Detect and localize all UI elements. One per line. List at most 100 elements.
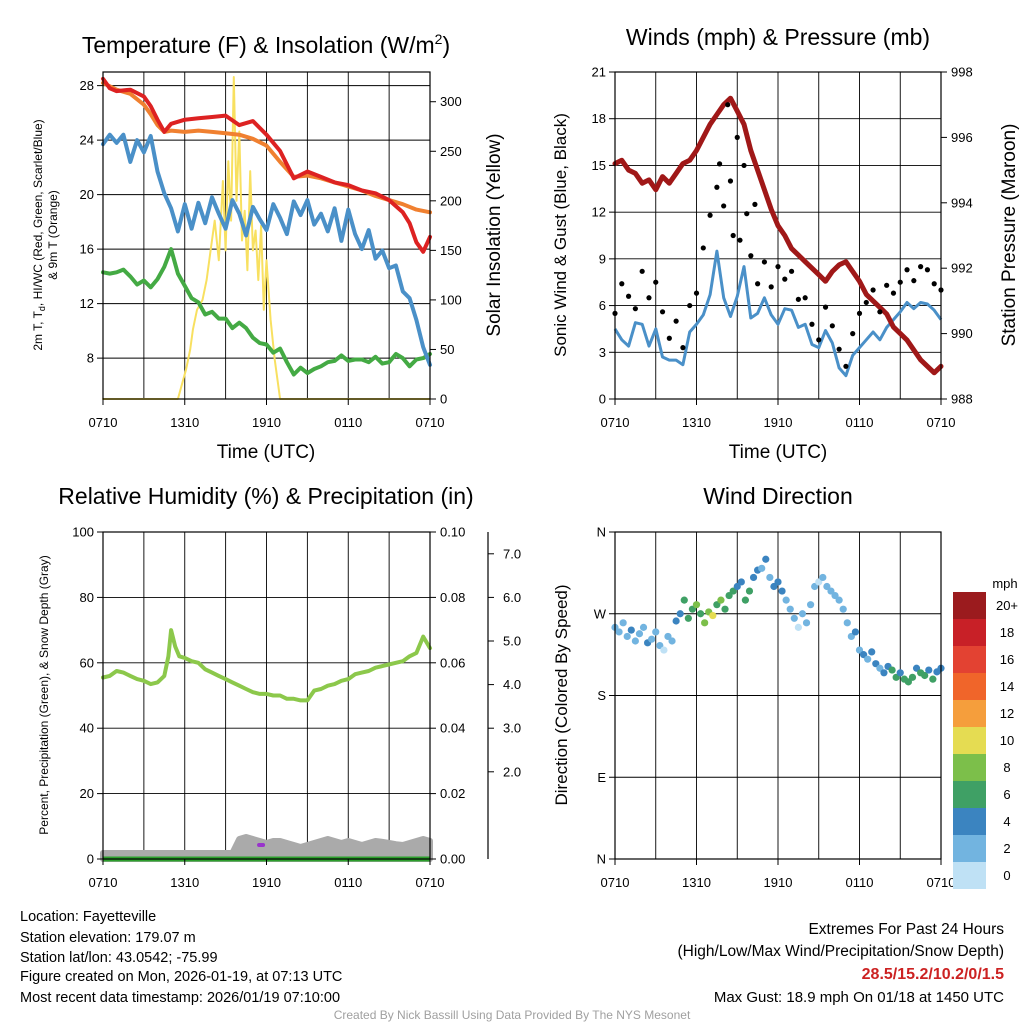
wind-direction-point <box>880 669 888 677</box>
humidity-ytick-left-label: 100 <box>72 525 94 540</box>
gust-point <box>700 245 706 251</box>
gust-point <box>904 267 910 273</box>
colorbar-level-label: 16 <box>1000 652 1014 667</box>
info-latlon: Station lat/lon: 43.0542; -75.99 <box>20 950 218 966</box>
extremes-title: Extremes For Past 24 Hours <box>808 921 1004 938</box>
wind-direction-point <box>929 675 937 683</box>
winds-ytick-left-label: 0 <box>599 392 606 407</box>
winds-xtick-label: 1910 <box>764 415 793 430</box>
temperature-ylabel-left-line2: & 9m T (Orange) <box>46 190 60 280</box>
extremes-max-gust: Max Gust: 18.9 mph On 01/18 at 1450 UTC <box>714 989 1004 1006</box>
wind-direction-point <box>908 673 917 681</box>
humidity-xtick-label: 0110 <box>334 875 362 890</box>
panel-temperature: Temperature (F) & Insolation (W/m2) 0710… <box>31 31 505 463</box>
panel-winds: Winds (mph) & Pressure (mb) 0710 1310 1910… <box>551 24 1020 463</box>
gust-point <box>716 161 723 167</box>
gust-point <box>737 237 743 243</box>
colorbar-level-label: 8 <box>1003 760 1010 775</box>
winds-xlabel: Time (UTC) <box>729 442 828 463</box>
gust-point <box>788 268 795 274</box>
gust-point <box>890 290 897 296</box>
temperature-series <box>101 76 432 400</box>
wind-direction-point <box>721 605 729 613</box>
colorbar-swatch <box>953 781 986 808</box>
info-created: Figure created on Mon, 2026-01-19, at 07… <box>20 969 342 985</box>
gust-point <box>721 203 727 209</box>
wind-direction-point <box>851 628 860 636</box>
gust-point <box>836 346 842 352</box>
wind-direction-point <box>692 601 701 609</box>
wind-direction-point <box>717 596 725 604</box>
gust-point <box>897 279 903 285</box>
wind-direction-point <box>623 632 631 641</box>
winds-ytick-right-label: 988 <box>951 392 973 407</box>
humidity-ytick-left-label: 80 <box>80 590 94 605</box>
wind-direction-point <box>696 610 705 618</box>
gust-point <box>646 295 652 301</box>
wind-direction-ylabel: Direction (Colored By Speed) <box>552 584 571 805</box>
humidity-series-relative-humidity <box>101 628 432 703</box>
gust-point <box>856 310 863 316</box>
wind-direction-point <box>835 596 843 604</box>
temperature-ytick-left-label: 28 <box>80 78 94 93</box>
gust-point <box>680 345 686 351</box>
humidity-xtick-label: 1910 <box>252 875 281 890</box>
colorbar-level-label: 0 <box>1003 868 1010 883</box>
humidity-ytick-left-label: 60 <box>80 655 94 670</box>
snow-depth-tick-label: 6.0 <box>503 590 521 605</box>
colorbar-level-label: 4 <box>1003 814 1010 829</box>
extremes-subtitle: (High/Low/Max Wind/Precipitation/Snow De… <box>678 943 1005 960</box>
humidity-ytick-left-label: 40 <box>80 721 94 736</box>
gust-point <box>931 281 937 287</box>
colorbar-swatch <box>953 619 986 646</box>
wind-direction-point <box>762 555 770 563</box>
snow-depth-tick-label: 5.0 <box>503 634 521 649</box>
gust-point <box>653 279 659 285</box>
wind-direction-point <box>782 596 790 604</box>
temperature-xtick-label: 0710 <box>89 415 118 430</box>
winds-grid <box>615 71 941 400</box>
info-location: Location: Fayetteville <box>20 909 156 925</box>
wind-direction-point <box>635 630 644 638</box>
temperature-ytick-right-label: 150 <box>440 243 462 258</box>
gust-point <box>725 102 731 108</box>
wind-direction-point <box>745 587 754 595</box>
wind-direction-ytick-left-label: W <box>594 606 607 621</box>
wind-direction-point <box>648 635 656 643</box>
humidity-ytick-right-label: 0.00 <box>440 852 465 867</box>
wind-direction-point <box>737 578 745 586</box>
wind-direction-point <box>819 573 827 582</box>
wind-direction-point <box>839 605 847 613</box>
temperature-ytick-left-label: 24 <box>80 133 94 148</box>
colorbar-level-label: 12 <box>1000 706 1014 721</box>
wind-direction-ytick-left-label: N <box>597 852 606 867</box>
panel-wind-direction: Wind Direction 0710 1310 1910 0110 0710 N E S W N… <box>552 483 1018 890</box>
info-elevation: Station elevation: 179.07 m <box>20 930 196 946</box>
gust-point <box>816 337 822 343</box>
winds-ytick-right-label: 992 <box>951 261 973 276</box>
gust-point <box>744 211 750 217</box>
gust-point <box>782 276 788 282</box>
gust-point <box>755 281 761 287</box>
winds-ytick-left-label: 18 <box>592 111 606 126</box>
temperature-series-2m-t <box>101 76 432 254</box>
colorbar-level-label: 18 <box>1000 625 1014 640</box>
wind-direction-point <box>925 666 933 674</box>
gust-point <box>619 281 625 287</box>
gust-point <box>748 253 754 259</box>
temperature-grid <box>103 72 430 399</box>
wind-direction-xtick-label: 0110 <box>846 875 874 890</box>
colorbar-unit-label: mph <box>992 576 1017 591</box>
wind-direction-point <box>798 610 807 618</box>
panel-humidity: Relative Humidity (%) & Precipitation (i… <box>37 483 521 890</box>
gust-point <box>822 304 829 310</box>
gust-point <box>659 309 666 315</box>
humidity-ticks: 0710 1310 1910 0110 0710 0 20 40 60 80 100 0.00 0.02… <box>72 525 521 891</box>
humidity-xtick-label: 0710 <box>416 875 445 890</box>
temperature-ytick-right-label: 300 <box>440 94 462 109</box>
gust-point <box>707 212 713 218</box>
gust-point <box>734 134 740 140</box>
gust-point <box>850 331 856 337</box>
wind-direction-point <box>709 611 717 620</box>
